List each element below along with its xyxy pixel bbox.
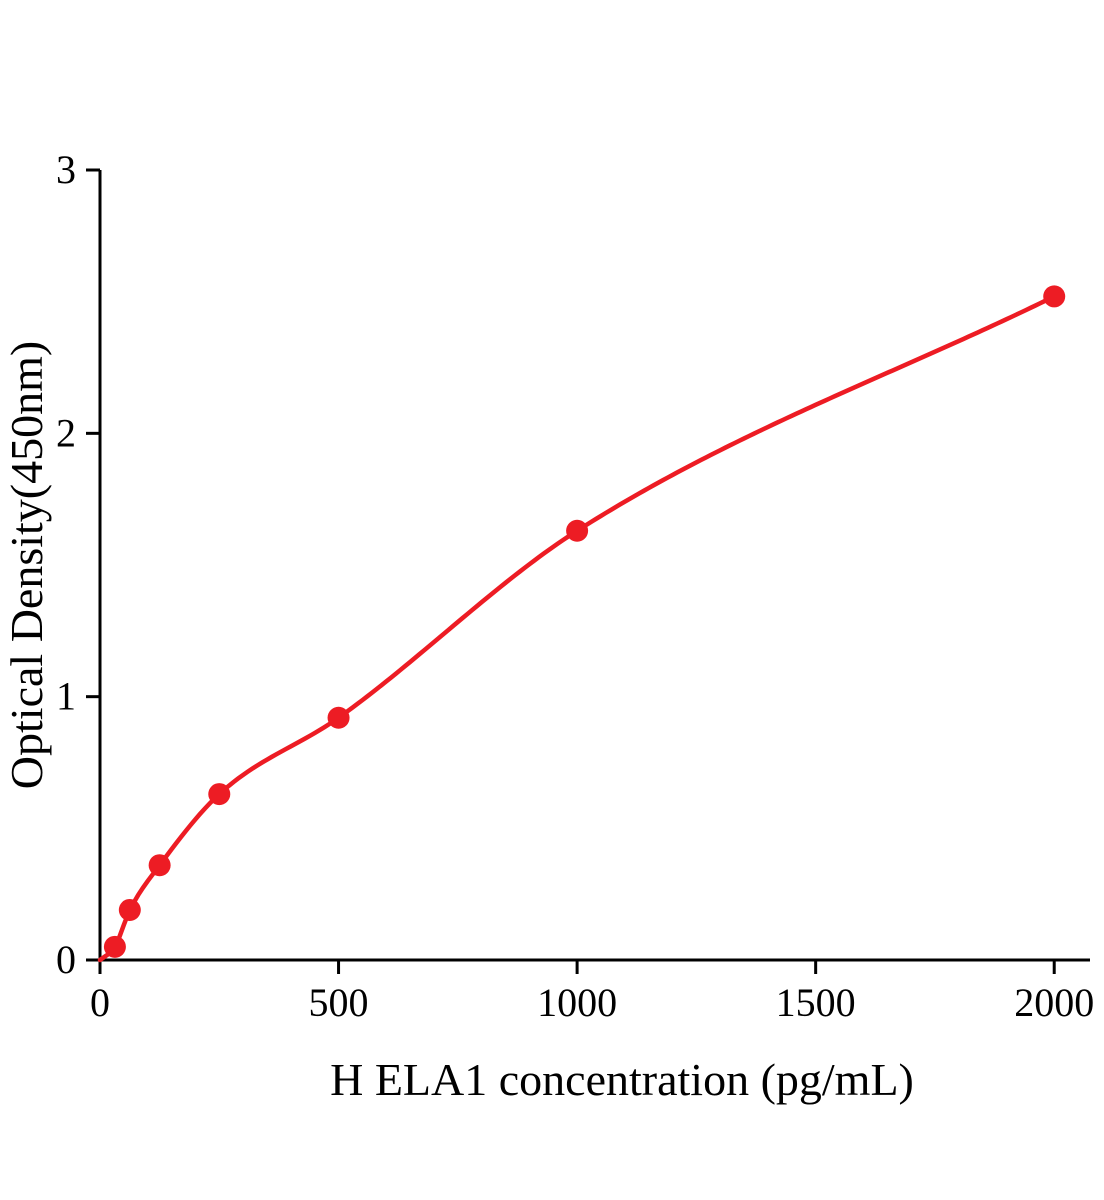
x-tick-label: 2000	[1014, 980, 1094, 1025]
y-tick-label: 0	[56, 937, 76, 982]
x-tick-label: 1500	[776, 980, 856, 1025]
data-point	[1043, 285, 1066, 308]
y-axis-title: Optical Density(450nm)	[1, 341, 52, 789]
points-group	[103, 285, 1066, 958]
data-point	[118, 898, 141, 921]
tick-labels-group: 0 500 1000 1500 2000 0 1 2 3	[56, 147, 1094, 1025]
data-point	[327, 706, 350, 729]
y-tick-label: 1	[56, 674, 76, 719]
x-tick-label: 500	[309, 980, 369, 1025]
data-point	[103, 935, 126, 958]
data-point	[208, 783, 231, 806]
y-tick-label: 3	[56, 147, 76, 192]
fit-curve	[97, 294, 1057, 963]
ticks-group	[86, 168, 1056, 974]
data-point	[148, 854, 171, 877]
curve-group	[97, 294, 1057, 963]
x-tick-label: 0	[90, 980, 110, 1025]
y-tick-label: 2	[56, 410, 76, 455]
data-point	[566, 519, 589, 542]
x-tick-label: 1000	[537, 980, 617, 1025]
axis-spines	[98, 170, 1090, 962]
axes-group	[98, 170, 1090, 962]
x-axis-title: H ELA1 concentration (pg/mL)	[330, 1054, 914, 1105]
